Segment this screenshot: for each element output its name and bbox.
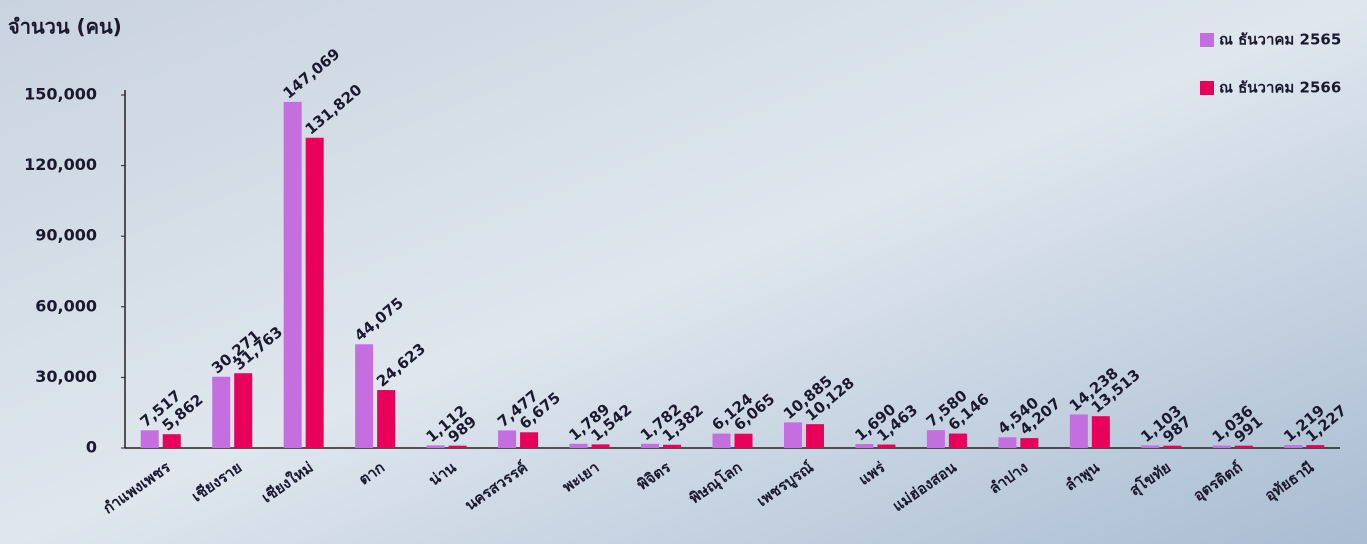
bar — [1020, 438, 1038, 448]
bar — [855, 444, 873, 448]
bar — [1235, 446, 1253, 448]
y-tick-label: 0 — [86, 438, 97, 457]
bar — [212, 377, 230, 448]
bar — [1163, 446, 1181, 448]
bar — [1213, 446, 1231, 448]
bar — [449, 446, 467, 448]
bar — [1070, 414, 1088, 448]
bar — [498, 430, 516, 448]
bar — [306, 138, 324, 448]
legend-swatch — [1200, 33, 1214, 47]
bar — [355, 344, 373, 448]
bar — [427, 445, 445, 448]
bar — [592, 444, 610, 448]
bar — [570, 444, 588, 448]
y-tick-label: 90,000 — [35, 226, 97, 245]
bar — [713, 434, 731, 448]
y-tick-label: 120,000 — [24, 155, 97, 174]
legend-swatch — [1200, 81, 1214, 95]
bar — [377, 390, 395, 448]
bar — [927, 430, 945, 448]
bar — [163, 434, 181, 448]
legend-label: ณ ธันวาคม 2566 — [1219, 79, 1341, 97]
bar — [141, 430, 159, 448]
y-axis-title: จำนวน (คน) — [8, 15, 122, 39]
y-tick-label: 60,000 — [35, 296, 97, 315]
bar — [806, 424, 824, 448]
bar — [234, 373, 252, 448]
bar — [949, 434, 967, 448]
bar — [1284, 445, 1302, 448]
bar — [520, 432, 538, 448]
bar — [1141, 445, 1159, 448]
chart: จำนวน (คน) 0 30,000 60,000 90,000 120,000 150… — [0, 0, 1367, 544]
y-tick-label: 150,000 — [24, 85, 97, 104]
bar — [784, 422, 802, 448]
bar — [663, 445, 681, 448]
bar — [1092, 416, 1110, 448]
bar — [998, 437, 1016, 448]
bar — [1306, 445, 1324, 448]
bar — [735, 434, 753, 448]
bar — [641, 444, 659, 448]
y-tick-label: 30,000 — [35, 367, 97, 386]
legend-label: ณ ธันวาคม 2565 — [1219, 31, 1341, 49]
bar — [877, 445, 895, 448]
bar — [284, 102, 302, 448]
